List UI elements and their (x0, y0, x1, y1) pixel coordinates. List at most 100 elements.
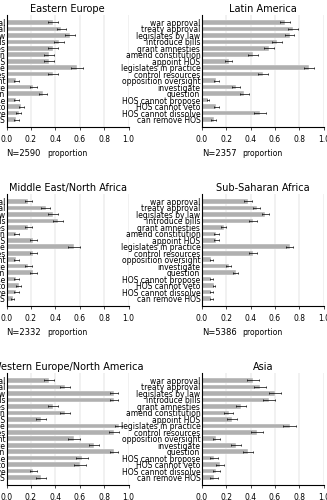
Bar (202, 424, 290, 428)
Bar (7, 270, 33, 275)
Bar (7, 72, 53, 76)
Bar (7, 59, 49, 64)
Bar (202, 417, 232, 422)
Bar (7, 78, 16, 83)
Bar (202, 277, 212, 281)
Bar (7, 206, 45, 210)
Text: N=5386: N=5386 (202, 328, 236, 338)
Bar (7, 46, 53, 50)
Bar (202, 456, 214, 460)
Bar (202, 270, 236, 275)
Title: Latin America: Latin America (229, 4, 297, 14)
X-axis label: proportion: proportion (47, 149, 88, 158)
X-axis label: proportion: proportion (243, 328, 283, 337)
Bar (202, 218, 253, 223)
Bar (7, 104, 21, 109)
Bar (7, 296, 13, 301)
Bar (202, 258, 212, 262)
Text: N=2357: N=2357 (202, 150, 236, 158)
Bar (7, 244, 74, 249)
Bar (7, 251, 33, 256)
Bar (7, 212, 53, 216)
Bar (202, 244, 290, 249)
Bar (202, 430, 257, 434)
Bar (202, 66, 309, 70)
Bar (7, 436, 74, 441)
Bar (202, 436, 216, 441)
Title: Asia: Asia (252, 362, 273, 372)
Bar (202, 290, 212, 294)
Bar (7, 417, 41, 422)
Bar (202, 52, 253, 57)
Title: Middle East/North Africa: Middle East/North Africa (9, 184, 127, 194)
Bar (202, 384, 260, 389)
Bar (7, 98, 16, 102)
Bar (202, 85, 236, 89)
Bar (7, 398, 114, 402)
Bar (7, 410, 65, 415)
Bar (7, 391, 114, 396)
Bar (202, 46, 269, 50)
Bar (7, 92, 43, 96)
Title: Eastern Europe: Eastern Europe (30, 4, 105, 14)
Bar (7, 40, 59, 44)
Bar (7, 199, 28, 203)
Bar (7, 462, 80, 467)
Bar (202, 92, 245, 96)
Bar (7, 218, 58, 223)
Bar (202, 33, 290, 38)
Bar (7, 404, 53, 408)
Bar (202, 264, 229, 268)
Bar (7, 277, 16, 281)
Bar (202, 450, 248, 454)
Bar (202, 251, 253, 256)
Bar (7, 52, 49, 57)
Bar (202, 111, 260, 116)
Bar (7, 430, 114, 434)
Bar (202, 212, 265, 216)
Bar (202, 118, 214, 122)
Bar (202, 391, 275, 396)
Bar (202, 443, 236, 448)
Bar (7, 33, 70, 38)
Bar (7, 384, 65, 389)
Bar (202, 410, 229, 415)
Bar (202, 98, 208, 102)
X-axis label: proportion: proportion (47, 328, 88, 337)
Bar (7, 118, 16, 122)
X-axis label: proportion: proportion (243, 149, 283, 158)
Bar (202, 232, 216, 236)
Bar (202, 225, 224, 230)
Title: Sub-Saharan Africa: Sub-Saharan Africa (216, 184, 310, 194)
Bar (202, 296, 212, 301)
Bar (7, 258, 16, 262)
Bar (7, 238, 33, 242)
Bar (202, 462, 220, 467)
Bar (7, 26, 61, 31)
Bar (7, 450, 114, 454)
Bar (7, 476, 41, 480)
Bar (7, 225, 28, 230)
Bar (7, 469, 33, 474)
Bar (202, 104, 216, 109)
Bar (202, 378, 253, 382)
Bar (202, 476, 214, 480)
Bar (202, 40, 277, 44)
Bar (202, 26, 293, 31)
Bar (202, 238, 216, 242)
Bar (7, 378, 49, 382)
Bar (7, 20, 53, 24)
Bar (7, 66, 77, 70)
Bar (202, 59, 229, 64)
Bar (202, 284, 214, 288)
Bar (7, 111, 19, 116)
Bar (202, 20, 285, 24)
Bar (7, 232, 16, 236)
Bar (7, 443, 95, 448)
Bar (202, 199, 248, 203)
Bar (7, 456, 82, 460)
Text: N=2590: N=2590 (7, 150, 41, 158)
Title: Western Europe/North America: Western Europe/North America (0, 362, 143, 372)
Bar (202, 404, 241, 408)
Bar (202, 398, 269, 402)
